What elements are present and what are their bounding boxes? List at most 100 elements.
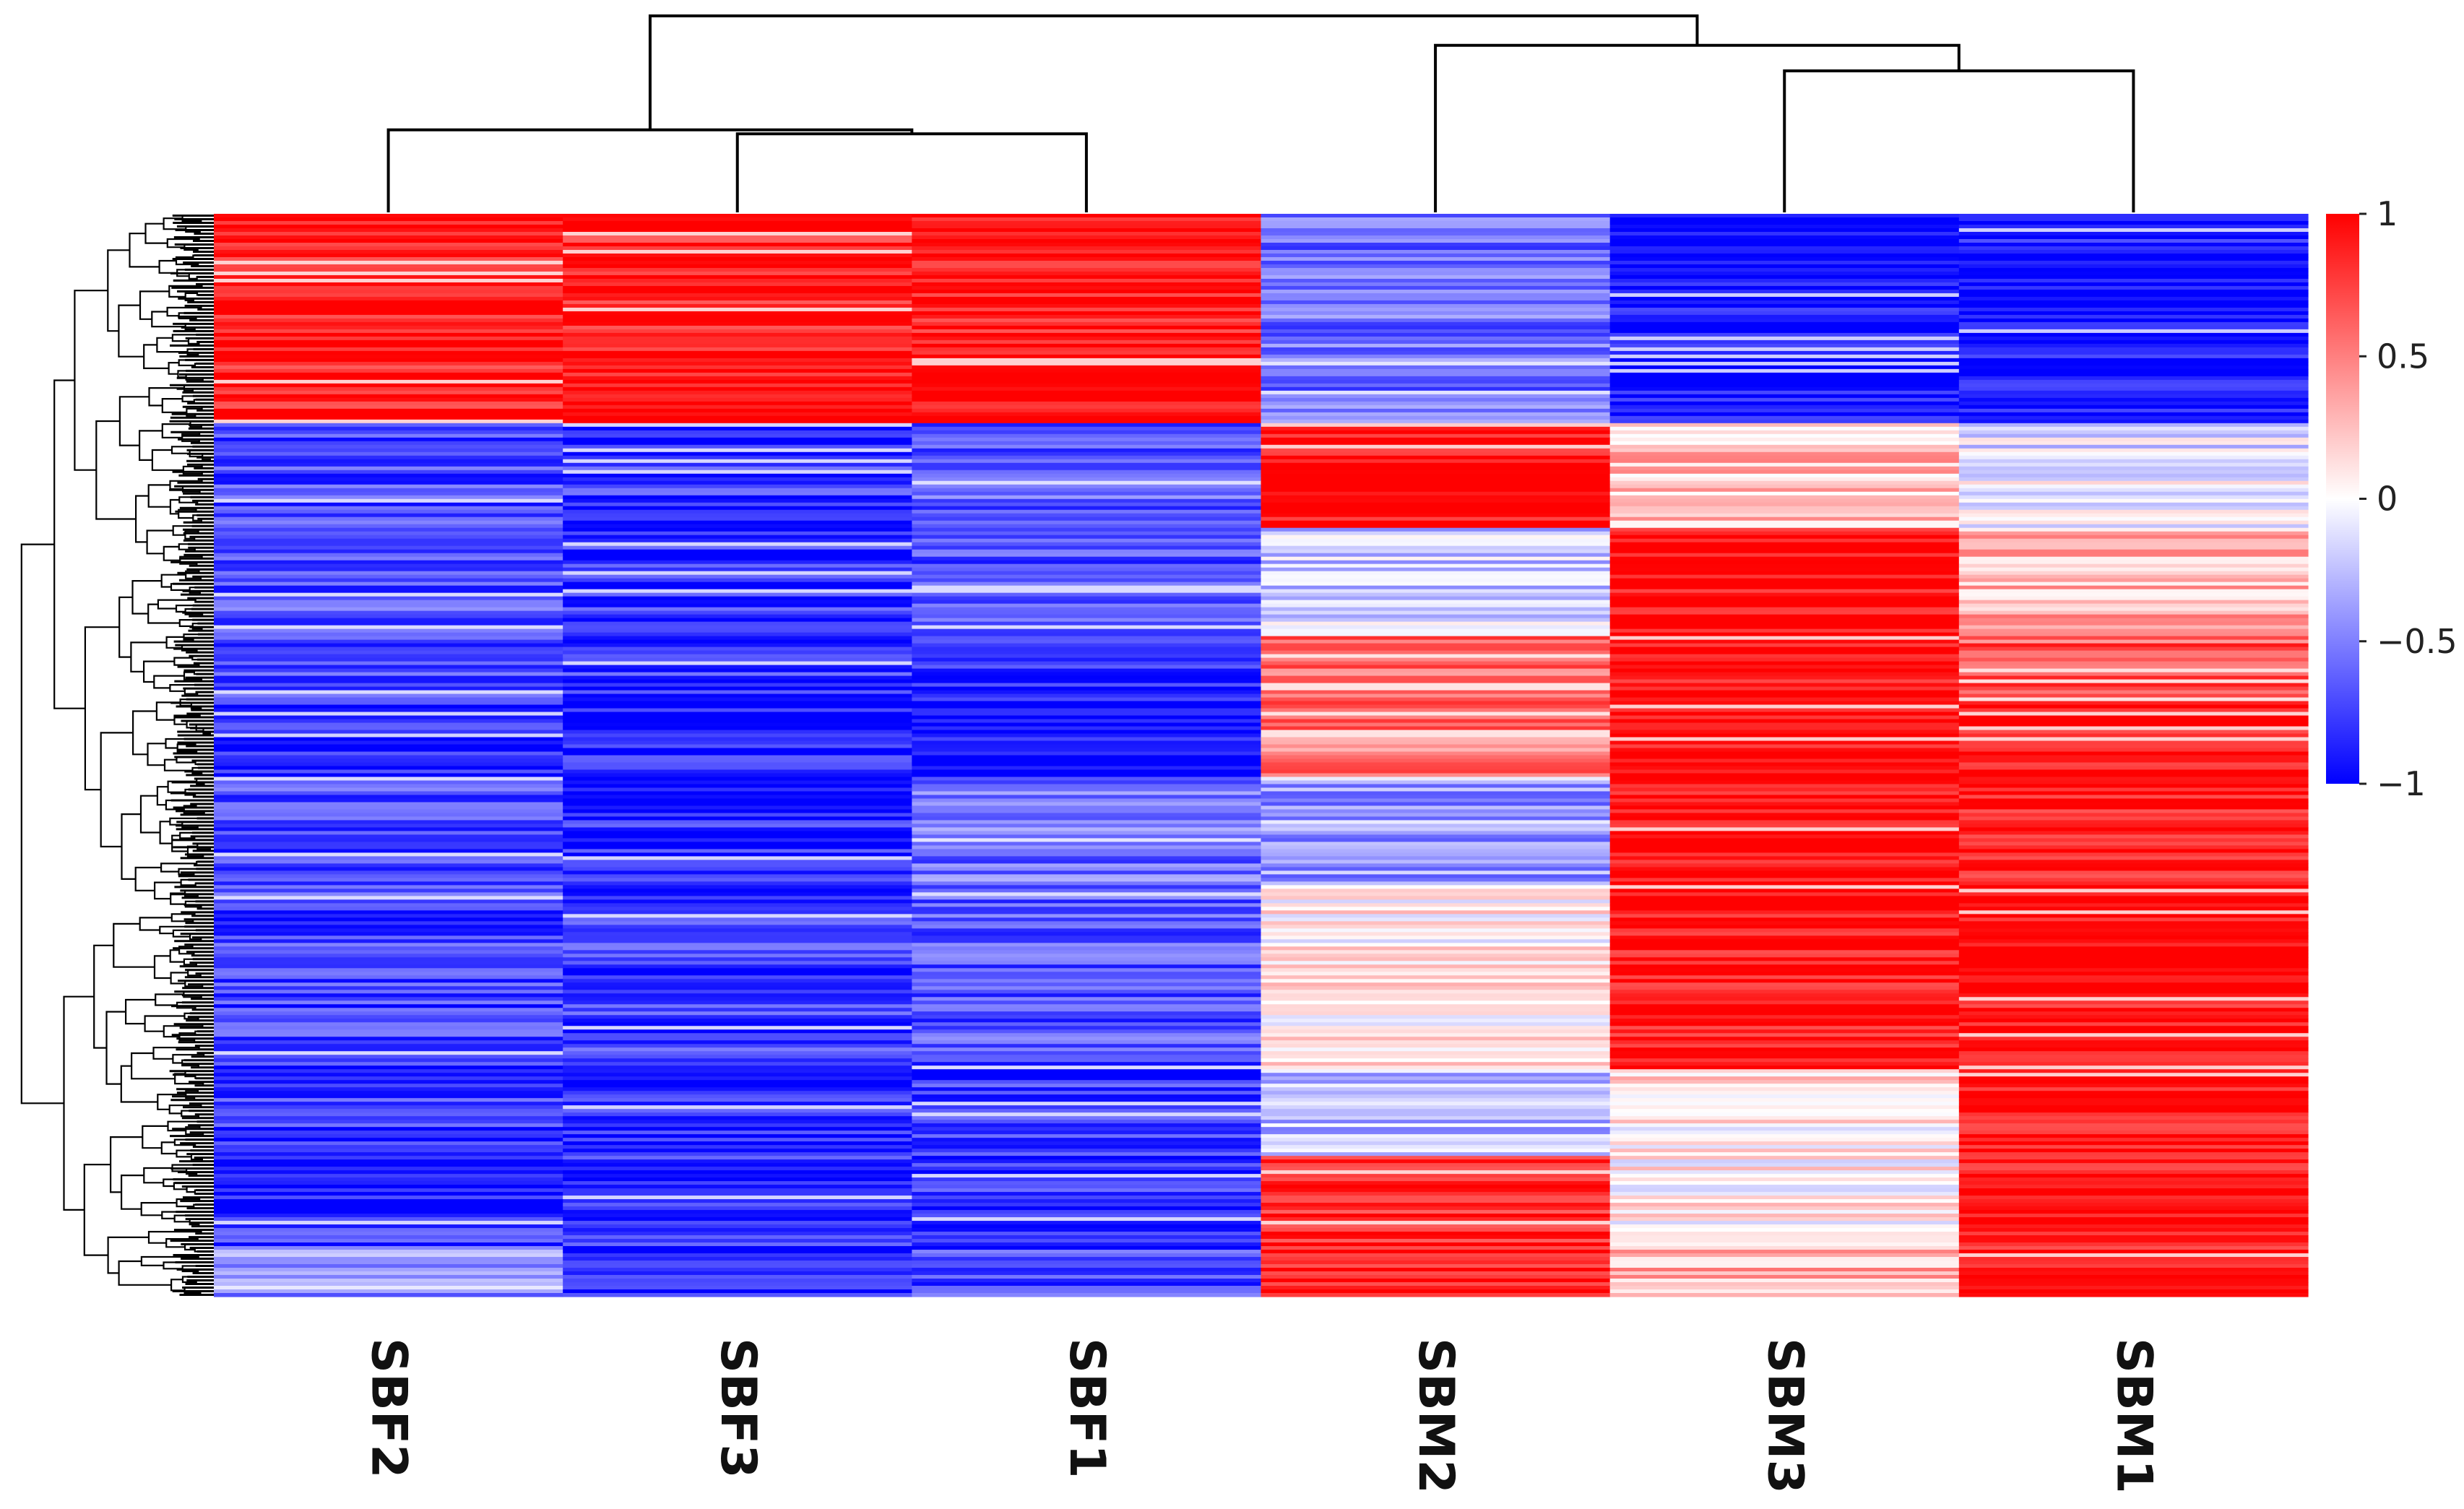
heatmap-cell: [1958, 285, 2309, 290]
heatmap-cell: [1958, 997, 2309, 1001]
heatmap-cell: [1958, 766, 2309, 771]
heatmap-cell: [1609, 928, 1960, 933]
heatmap-cell: [1958, 657, 2309, 662]
heatmap-cell: [912, 325, 1262, 330]
heatmap-cell: [1958, 668, 2309, 673]
heatmap-cell: [563, 982, 912, 987]
heatmap-cell: [1261, 1246, 1611, 1250]
heatmap-cell: [1958, 354, 2309, 359]
heatmap-cell: [912, 462, 1262, 467]
heatmap-cell: [1609, 802, 1960, 807]
heatmap-cell: [214, 318, 563, 323]
heatmap-cell: [912, 592, 1262, 597]
heatmap-cell: [1609, 1127, 1960, 1131]
heatmap-cell: [563, 795, 912, 800]
heatmap-cell: [912, 401, 1262, 406]
heatmap-cell: [1958, 1174, 2309, 1178]
heatmap-cell: [214, 343, 563, 348]
heatmap-cell: [214, 1011, 563, 1016]
heatmap-cell: [1261, 834, 1611, 839]
heatmap-cell: [214, 679, 563, 684]
heatmap-cell: [1261, 289, 1611, 294]
heatmap-cell: [1958, 701, 2309, 706]
heatmap-cell: [1958, 527, 2309, 532]
heatmap-cell: [1958, 964, 2309, 969]
heatmap-cell: [1261, 827, 1611, 832]
heatmap-cell: [912, 935, 1262, 940]
row-dendrogram-link: [134, 866, 162, 891]
heatmap-cell: [563, 1257, 912, 1261]
heatmap-cell: [1261, 585, 1611, 590]
heatmap-cell: [1261, 390, 1611, 395]
heatmap-cell: [1261, 1076, 1611, 1081]
heatmap-cell: [1609, 448, 1960, 453]
heatmap-cell: [1609, 708, 1960, 713]
heatmap-cell: [214, 567, 563, 572]
heatmap-cell: [1261, 462, 1611, 467]
heatmap-cell: [1261, 256, 1611, 261]
heatmap-cell: [1261, 1127, 1611, 1131]
heatmap-cell: [214, 271, 563, 276]
heatmap-cell: [1261, 686, 1611, 691]
heatmap-cell: [563, 336, 912, 341]
heatmap-cell: [1609, 939, 1960, 943]
heatmap-cell: [563, 1004, 912, 1008]
heatmap-cell: [1958, 1033, 2309, 1037]
heatmap-cell: [214, 719, 563, 724]
heatmap-cell: [1609, 376, 1960, 381]
heatmap-cell: [563, 249, 912, 254]
heatmap-cell: [912, 1177, 1262, 1182]
heatmap-cell: [912, 1170, 1262, 1175]
heatmap-cell: [563, 917, 912, 922]
heatmap-cell: [1609, 607, 1960, 612]
heatmap-cell: [214, 614, 563, 619]
heatmap-cell: [1958, 556, 2309, 561]
heatmap-cell: [563, 628, 912, 634]
heatmap-cell: [1958, 845, 2309, 850]
heatmap-cell: [1958, 1261, 2309, 1265]
heatmap-cell: [563, 1271, 912, 1276]
heatmap-cell: [563, 899, 912, 904]
heatmap-cell: [912, 870, 1262, 875]
heatmap-cell: [1609, 1152, 1960, 1156]
heatmap-cell: [214, 621, 563, 626]
heatmap-cell: [912, 932, 1262, 936]
heatmap-cell: [1609, 766, 1960, 771]
heatmap-cell: [563, 509, 912, 514]
heatmap-cell: [1958, 238, 2309, 243]
heatmap-cell: [214, 1203, 563, 1207]
heatmap-cell: [1958, 1188, 2309, 1193]
heatmap-cell: [563, 986, 912, 990]
heatmap-cell: [563, 513, 912, 518]
heatmap-cell: [912, 246, 1262, 251]
heatmap-cell: [214, 368, 563, 373]
heatmap-cell: [563, 1185, 912, 1189]
heatmap-cell: [912, 693, 1262, 699]
heatmap-cell: [563, 217, 912, 222]
heatmap-cell: [1261, 459, 1611, 464]
heatmap-cell: [1261, 1112, 1611, 1117]
heatmap-cell: [1958, 488, 2309, 493]
heatmap-cell: [563, 1228, 912, 1232]
heatmap-cell: [1609, 256, 1960, 261]
heatmap-cell: [1261, 863, 1611, 868]
heatmap-cell: [1958, 256, 2309, 261]
heatmap-cell: [912, 300, 1262, 305]
heatmap-cell: [214, 831, 563, 836]
heatmap-cell: [1958, 300, 2309, 305]
heatmap-cell: [563, 1065, 912, 1070]
heatmap-cell: [563, 321, 912, 327]
heatmap-cell: [1609, 405, 1960, 410]
row-dendrogram-link: [143, 1167, 173, 1184]
heatmap-cell: [214, 542, 563, 547]
heatmap-cell: [563, 834, 912, 839]
heatmap-cell: [1609, 1195, 1960, 1200]
heatmap-cell: [1609, 419, 1960, 424]
heatmap-cell: [563, 1159, 912, 1164]
heatmap-cell: [1958, 805, 2309, 810]
heatmap-cell: [1261, 1250, 1611, 1254]
heatmap-cell: [214, 769, 563, 774]
heatmap-cell: [1958, 347, 2309, 352]
heatmap-cell: [1261, 249, 1611, 254]
heatmap-cell: [912, 628, 1262, 634]
